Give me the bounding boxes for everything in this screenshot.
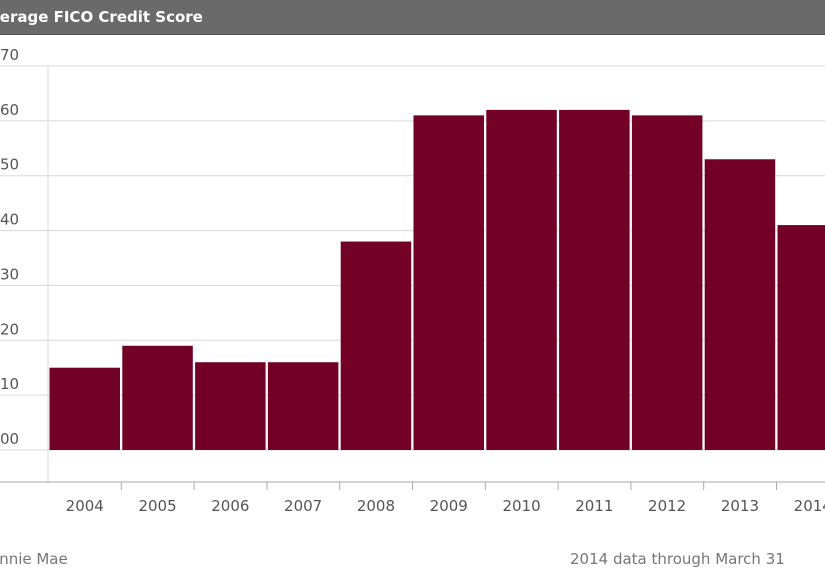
bar xyxy=(559,109,630,450)
x-tick-label: 2014 xyxy=(794,497,825,515)
x-tick-label: 2013 xyxy=(721,497,759,515)
x-tick-label: 2009 xyxy=(430,497,468,515)
bar xyxy=(340,241,412,450)
bar xyxy=(49,367,120,450)
x-tick-label: 2007 xyxy=(284,497,322,515)
y-tick-label: 60 xyxy=(0,101,19,119)
data-note: 2014 data through March 31 xyxy=(570,550,785,568)
bar xyxy=(704,159,776,450)
x-tick-label: 2012 xyxy=(648,497,686,515)
y-tick-label: 70 xyxy=(0,46,19,64)
y-tick-label: 50 xyxy=(0,156,19,174)
y-tick-label: 10 xyxy=(0,375,19,393)
bar xyxy=(486,109,557,450)
x-tick-label: 2005 xyxy=(138,497,176,515)
y-tick-label: 20 xyxy=(0,320,19,338)
chart-title: verage FICO Credit Score xyxy=(0,8,203,26)
bar xyxy=(413,115,484,450)
bar xyxy=(267,362,339,450)
y-tick-label: 40 xyxy=(0,211,19,229)
bar xyxy=(122,345,193,450)
bar xyxy=(777,225,825,450)
x-tick-label: 2008 xyxy=(357,497,395,515)
bar xyxy=(631,115,703,450)
chart-title-bar: verage FICO Credit Score xyxy=(0,0,825,35)
bar xyxy=(195,362,266,450)
y-tick-label: 30 xyxy=(0,265,19,283)
x-tick-label: 2010 xyxy=(502,497,540,515)
y-tick-label: 00 xyxy=(0,430,19,448)
source-note: annie Mae xyxy=(0,550,68,568)
x-tick-label: 2011 xyxy=(575,497,613,515)
x-tick-label: 2004 xyxy=(66,497,104,515)
x-tick-label: 2006 xyxy=(211,497,249,515)
bar-chart: 00 10 20 30 40 50 60 70 2004 2005 2006 2007 2008 2009… xyxy=(0,46,825,515)
